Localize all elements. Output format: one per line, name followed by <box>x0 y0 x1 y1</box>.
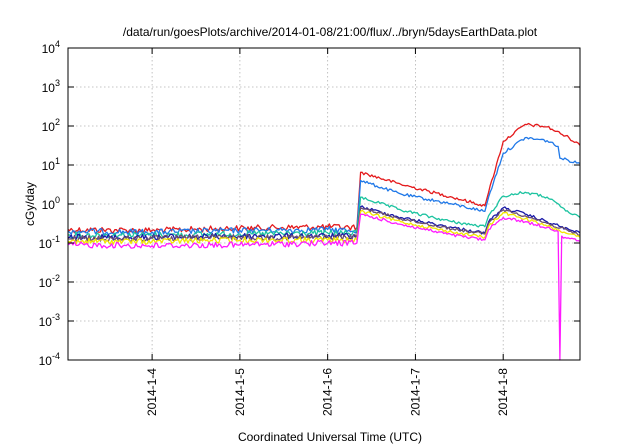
y-tick-label: 10-1 <box>39 234 60 251</box>
series-line-3 <box>67 191 581 239</box>
x-tick-label: 2014-1-4 <box>145 368 159 416</box>
series-line-5 <box>67 207 581 243</box>
y-tick-label: 101 <box>42 156 60 173</box>
axes: 10-4 10-3 10-2 10-1 100 101 102 103 104 2014-1-4 2… <box>39 39 580 416</box>
series-line-6 <box>67 209 581 245</box>
x-tick-label: 2014-1-6 <box>321 368 335 416</box>
grid <box>68 48 580 360</box>
x-tick-label: 2014-1-7 <box>408 368 422 416</box>
series-group <box>67 122 581 361</box>
y-tick-label: 10-4 <box>39 351 60 368</box>
series-line-2 <box>67 136 581 236</box>
y-tick-label: 102 <box>42 117 60 134</box>
y-axis-label: cGy/day <box>23 182 37 226</box>
y-tick-label: 103 <box>42 78 60 95</box>
y-tick-label: 10-3 <box>39 312 60 329</box>
series-line-1 <box>67 122 581 234</box>
y-tick-label: 10-2 <box>39 273 60 290</box>
x-tick-label: 2014-1-8 <box>496 368 510 416</box>
y-tick-label: 100 <box>42 195 60 212</box>
series-line-7 <box>67 213 581 361</box>
chart-title: /data/run/goesPlots/archive/2014-01-08/2… <box>123 25 538 39</box>
x-axis-label: Coordinated Universal Time (UTC) <box>238 430 422 444</box>
y-tick-label: 104 <box>42 39 60 56</box>
x-tick-label: 2014-1-5 <box>233 368 247 416</box>
